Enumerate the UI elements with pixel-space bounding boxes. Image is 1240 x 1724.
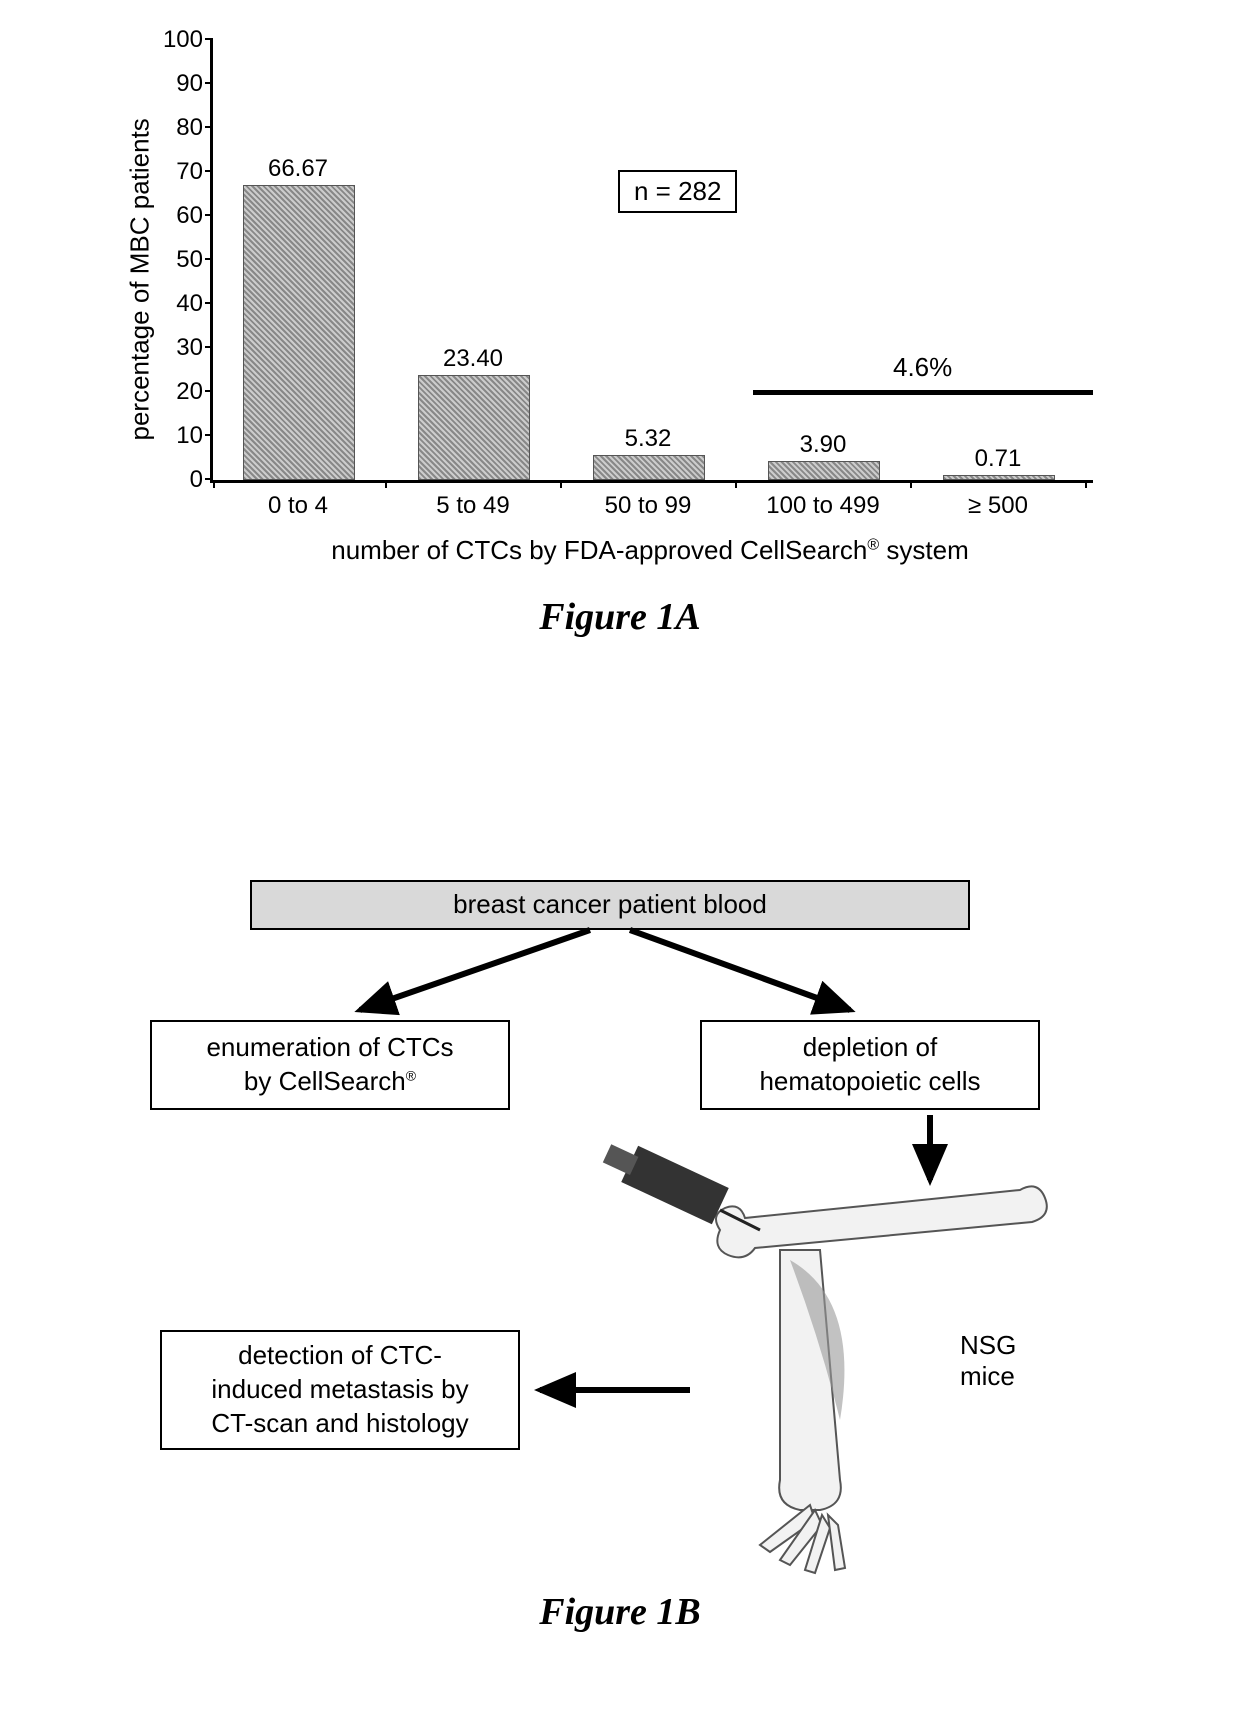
xtick-label: 50 to 99 xyxy=(583,492,713,520)
ytick-mark xyxy=(205,302,213,304)
ytick-mark xyxy=(205,478,213,480)
ytick-label: 40 xyxy=(153,290,203,318)
ytick-mark xyxy=(205,258,213,260)
ytick-label: 80 xyxy=(153,114,203,142)
x-axis-label: number of CTCs by FDA-approved CellSearc… xyxy=(210,535,1090,566)
ytick-label: 50 xyxy=(153,246,203,274)
bracket-line xyxy=(753,390,1093,395)
bar-value-label: 0.71 xyxy=(943,445,1053,473)
flow-enum-line1: enumeration of CTCs xyxy=(206,1032,453,1062)
flow-arrows-svg xyxy=(120,880,1120,1580)
ytick-mark xyxy=(205,170,213,172)
ytick-mark xyxy=(205,82,213,84)
flow-enum-box: enumeration of CTCs by CellSearch® xyxy=(150,1020,510,1110)
arrow-line xyxy=(360,930,590,1010)
ytick-label: 30 xyxy=(153,334,203,362)
ytick-mark xyxy=(205,390,213,392)
flow-depl-line2: hematopoietic cells xyxy=(759,1066,980,1096)
flow-depl-line1: depletion of xyxy=(803,1032,937,1062)
figure-1b-caption: Figure 1B xyxy=(120,1590,1120,1634)
xtick-mark xyxy=(735,480,737,488)
x-axis-label-suffix: system xyxy=(879,535,969,565)
xtick-mark xyxy=(910,480,912,488)
ytick-label: 20 xyxy=(153,378,203,406)
ytick-label: 10 xyxy=(153,422,203,450)
arrow-line xyxy=(630,930,850,1010)
figure-1b-container: breast cancer patient blood enumeration … xyxy=(120,880,1120,1660)
flow-header-label: breast cancer patient blood xyxy=(453,888,767,922)
flow-depl-box: depletion of hematopoietic cells xyxy=(700,1020,1040,1110)
figure-1a-caption: Figure 1A xyxy=(90,595,1150,639)
registered-mark-icon: ® xyxy=(867,536,879,553)
xtick-mark xyxy=(1085,480,1087,488)
ytick-mark xyxy=(205,214,213,216)
ytick-label: 90 xyxy=(153,70,203,98)
bar-value-label: 3.90 xyxy=(768,431,878,459)
ytick-label: 100 xyxy=(153,26,203,54)
flow-detect-box: detection of CTC- induced metastasis by … xyxy=(160,1330,520,1450)
xtick-label: 0 to 4 xyxy=(233,492,363,520)
annotation-n-box: n = 282 xyxy=(618,170,737,213)
nsg-label-line1: NSG xyxy=(960,1330,1016,1360)
flow-detect-line3: CT-scan and histology xyxy=(211,1408,468,1438)
xtick-label: 5 to 49 xyxy=(408,492,538,520)
bar xyxy=(593,455,705,480)
plot-area: 0 10 20 30 40 50 60 70 80 90 100 66.67 xyxy=(210,40,1093,483)
y-axis-label: percentage of MBC patients xyxy=(125,101,156,441)
nsg-label-line2: mice xyxy=(960,1361,1015,1391)
ytick-mark xyxy=(205,346,213,348)
bar xyxy=(943,475,1055,480)
flow-detect-line1: detection of CTC- xyxy=(238,1340,442,1370)
bar-value-label: 5.32 xyxy=(593,425,703,453)
figure-1a-container: percentage of MBC patients 0 10 20 30 40… xyxy=(90,30,1150,650)
flow-enum-line2: by CellSearch xyxy=(244,1066,406,1096)
registered-mark-icon: ® xyxy=(406,1067,416,1083)
page: percentage of MBC patients 0 10 20 30 40… xyxy=(0,0,1240,1724)
bar xyxy=(243,185,355,480)
ytick-mark xyxy=(205,434,213,436)
xtick-mark xyxy=(385,480,387,488)
ytick-label: 60 xyxy=(153,202,203,230)
ytick-mark xyxy=(205,38,213,40)
flow-header-box: breast cancer patient blood xyxy=(250,880,970,930)
ytick-label: 0 xyxy=(153,466,203,494)
xtick-label: ≥ 500 xyxy=(933,492,1063,520)
xtick-mark xyxy=(213,480,215,488)
xtick-label: 100 to 499 xyxy=(758,492,888,520)
bar-value-label: 23.40 xyxy=(418,345,528,373)
nsg-mice-label: NSG mice xyxy=(960,1330,1016,1392)
xtick-mark xyxy=(560,480,562,488)
ytick-label: 70 xyxy=(153,158,203,186)
bar-value-label: 66.67 xyxy=(243,155,353,183)
bar xyxy=(418,375,530,480)
ytick-mark xyxy=(205,126,213,128)
bracket-label: 4.6% xyxy=(893,352,952,383)
bar xyxy=(768,461,880,480)
flow-detect-line2: induced metastasis by xyxy=(211,1374,468,1404)
x-axis-label-text: number of CTCs by FDA-approved CellSearc… xyxy=(331,535,867,565)
